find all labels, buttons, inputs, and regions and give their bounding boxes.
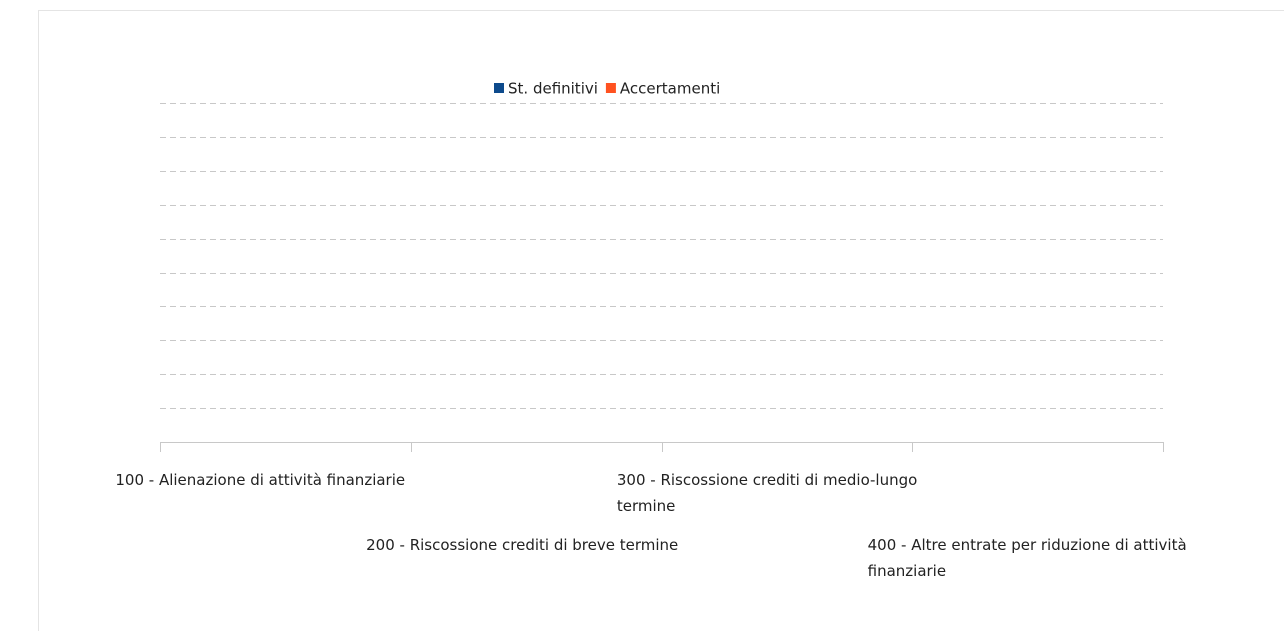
legend-swatch — [494, 83, 504, 93]
x-tick-label: 300 - Riscossione crediti di medio-lungo… — [616, 471, 918, 515]
legend-swatch — [605, 83, 616, 93]
chart-frame — [38, 10, 1284, 631]
legend-label: Accertamenti — [620, 80, 720, 98]
x-tick-label: 100 - Alienazione di attività finanziari… — [115, 471, 406, 489]
x-tick-label: 400 - Altre entrate per riduzione di att… — [867, 536, 1187, 580]
x-tick-label: 200 - Riscossione crediti di breve termi… — [366, 536, 679, 554]
legend-label: St. definitivi — [508, 80, 598, 98]
